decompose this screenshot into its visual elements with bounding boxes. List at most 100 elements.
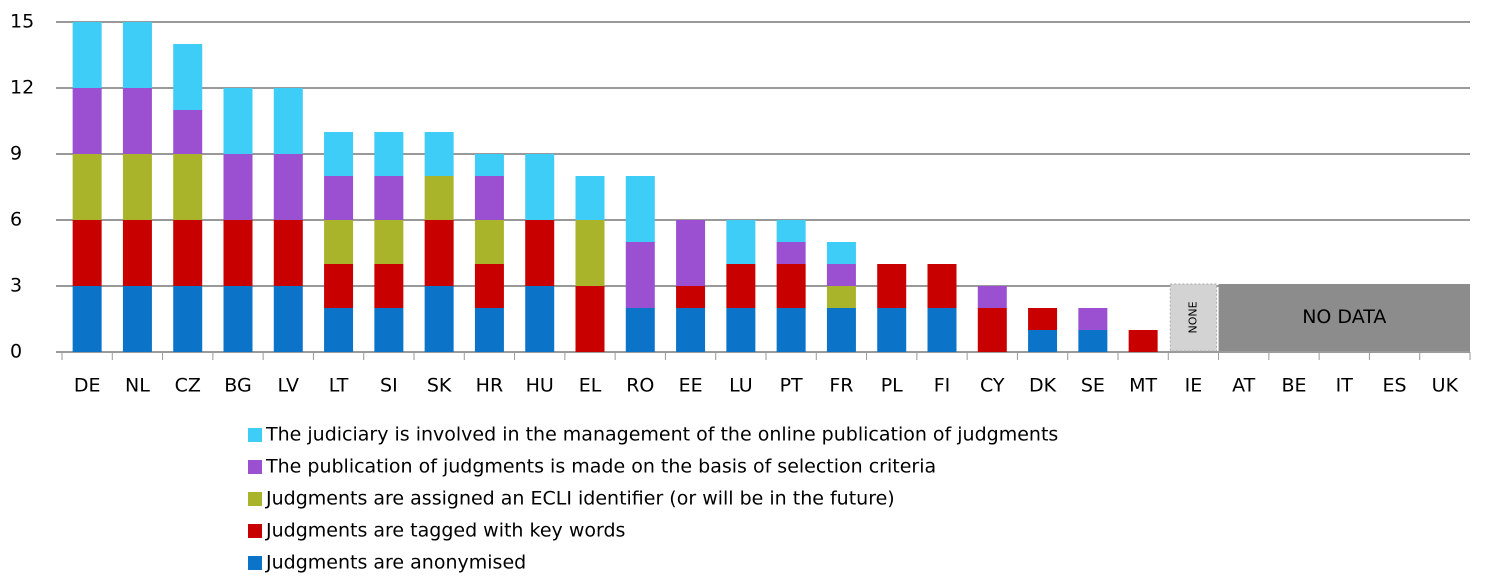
bar-segment: [173, 286, 203, 352]
x-tick-label: RO: [626, 375, 654, 397]
y-tick-label: 9: [10, 143, 22, 165]
bar-segment: [424, 176, 454, 220]
x-tick-label: EL: [579, 375, 602, 397]
bar-segment: [826, 264, 856, 286]
x-tick-label: FR: [829, 375, 853, 397]
bar-segment: [726, 308, 756, 352]
bar-segment: [474, 176, 504, 220]
bar-segment: [223, 220, 253, 286]
x-tick-label: LU: [729, 375, 753, 397]
bar-segment: [474, 308, 504, 352]
bar-segment: [122, 22, 152, 88]
x-tick-label: DK: [1029, 375, 1057, 397]
bar-segment: [223, 286, 253, 352]
bar-segment: [273, 286, 303, 352]
x-tick-label: SK: [427, 375, 452, 397]
x-tick-label: FI: [934, 375, 951, 397]
bar-segment: [72, 88, 102, 154]
bar-segment: [525, 220, 555, 286]
x-tick-label: BG: [224, 375, 251, 397]
x-tick-label: EE: [679, 375, 703, 397]
bar-segment: [72, 22, 102, 88]
x-tick-label: MT: [1129, 375, 1157, 397]
y-tick-label: 0: [10, 341, 22, 363]
x-tick-label: HR: [476, 375, 504, 397]
bar-segment: [676, 308, 706, 352]
bar-segment: [474, 220, 504, 264]
bar-segment: [324, 220, 354, 264]
x-tick-label: AT: [1232, 375, 1256, 397]
bar-segment: [1128, 330, 1158, 352]
bar-segment: [474, 264, 504, 308]
legend-label: Judgments are assigned an ECLI identifie…: [265, 488, 895, 510]
legend-swatch: [248, 524, 262, 538]
bar-segment: [173, 110, 203, 154]
x-tick-label: BE: [1281, 375, 1306, 397]
bar-segment: [72, 154, 102, 220]
y-tick-label: 15: [10, 11, 34, 33]
bar-segment: [927, 308, 957, 352]
x-tick-label: IT: [1336, 375, 1354, 397]
bar-segment: [1078, 330, 1108, 352]
bar-segment: [826, 308, 856, 352]
legend-label: Judgments are anonymised: [265, 552, 526, 574]
bar-segment: [826, 286, 856, 308]
x-tick-label: HU: [526, 375, 554, 397]
bar-segment: [776, 264, 806, 308]
bar-segment: [273, 88, 303, 154]
bar-segment: [776, 220, 806, 242]
bar-segment: [324, 308, 354, 352]
legend-swatch: [248, 428, 262, 442]
bar-segment: [625, 308, 655, 352]
bar-segment: [374, 264, 404, 308]
x-tick-label: PL: [881, 375, 903, 397]
bar-segment: [424, 132, 454, 176]
y-tick-label: 6: [10, 209, 22, 231]
bar-segment: [122, 88, 152, 154]
bar-segment: [776, 242, 806, 264]
y-tick-label: 12: [10, 77, 34, 99]
annotation: NONE: [1186, 301, 1199, 333]
bar-segment: [374, 132, 404, 176]
legend-swatch: [248, 460, 262, 474]
bar-segment: [474, 154, 504, 176]
bar-segment: [72, 220, 102, 286]
bar-segment: [1078, 308, 1108, 330]
bar-segment: [374, 176, 404, 220]
bar-segment: [324, 264, 354, 308]
bar-segment: [676, 220, 706, 286]
x-tick-label: NL: [125, 375, 150, 397]
x-tick-label: SI: [380, 375, 398, 397]
bar-segment: [575, 220, 605, 286]
legend-label: The publication of judgments is made on …: [265, 456, 936, 478]
bar-segment: [826, 242, 856, 264]
bar-segment: [173, 44, 203, 110]
x-tick-label: LT: [329, 375, 349, 397]
x-tick-label: CY: [980, 375, 1005, 397]
bar-segment: [324, 176, 354, 220]
bar-segment: [927, 264, 957, 308]
bar-segment: [324, 132, 354, 176]
y-tick-label: 3: [10, 275, 22, 297]
bar-segment: [726, 220, 756, 264]
bar-segment: [1028, 308, 1058, 330]
bar-segment: [776, 308, 806, 352]
bar-segment: [223, 88, 253, 154]
bar-segment: [977, 286, 1007, 308]
bar-segment: [173, 220, 203, 286]
bar-segment: [374, 308, 404, 352]
bar-segment: [525, 286, 555, 352]
none-box: [1169, 283, 1218, 352]
x-tick-label: ES: [1383, 375, 1407, 397]
bar-segment: [223, 154, 253, 220]
bar-segment: [575, 286, 605, 352]
x-tick-label: DE: [74, 375, 101, 397]
x-tick-label: IE: [1185, 375, 1203, 397]
bar-segment: [977, 308, 1007, 352]
bar-segment: [424, 220, 454, 286]
legend-label: The judiciary is involved in the managem…: [265, 424, 1058, 446]
bar-segment: [122, 154, 152, 220]
bar-segment: [72, 286, 102, 352]
bar-segment: [273, 220, 303, 286]
